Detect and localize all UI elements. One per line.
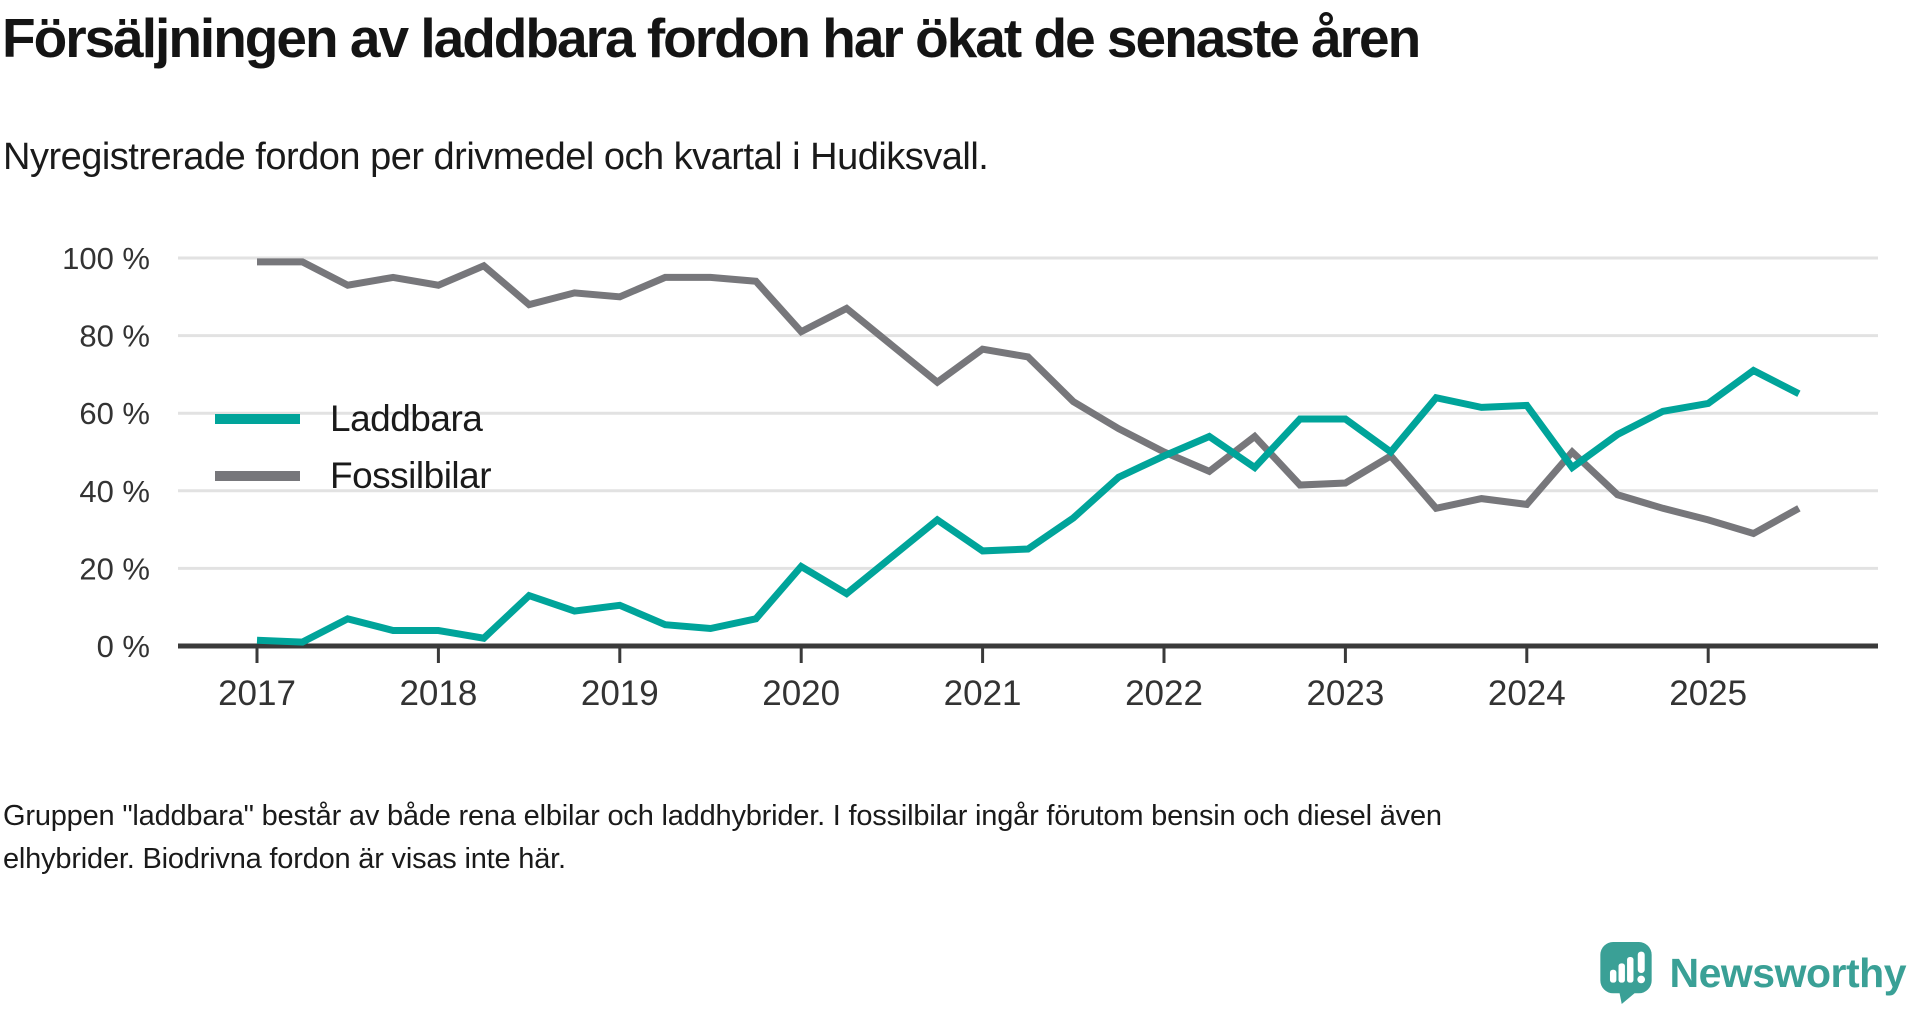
- x-axis-tick-label: 2018: [399, 674, 477, 713]
- chart-subtitle: Nyregistrerade fordon per drivmedel och …: [3, 136, 989, 178]
- series-line-laddbara: [256, 366, 1801, 646]
- y-axis-tick-label: 20 %: [79, 551, 150, 586]
- footnote-line-1: Gruppen "laddbara" består av både rena e…: [3, 800, 1442, 832]
- legend-label: Fossilbilar: [330, 455, 492, 496]
- page-title: Försäljningen av laddbara fordon har öka…: [2, 7, 1421, 69]
- legend-label: Laddbara: [330, 398, 483, 439]
- y-axis-tick-label: 60 %: [79, 396, 150, 431]
- y-axis-tick-label: 0 %: [97, 629, 150, 664]
- x-axis-tick-label: 2025: [1669, 674, 1747, 713]
- x-axis-tick-label: 2020: [762, 674, 840, 713]
- legend-item-fossilbilar: Fossilbilar: [215, 455, 492, 496]
- newsworthy-logo: Newsworthy: [1599, 942, 1907, 1004]
- series-line-fossilbilar: [257, 258, 1801, 538]
- laddbara-line-swatch: [215, 414, 300, 424]
- footnote-line-2: elhybrider. Biodrivna fordon är visas in…: [3, 843, 566, 875]
- chart-legend: Laddbara Fossilbilar: [215, 398, 492, 496]
- newsworthy-logo-text: Newsworthy: [1669, 949, 1907, 996]
- x-axis-tick-label: 2021: [944, 674, 1022, 713]
- y-axis-tick-label: 80 %: [79, 319, 150, 354]
- fossilbilar-line-swatch: [215, 471, 300, 481]
- y-axis-tick-label: 100 %: [62, 241, 150, 276]
- x-axis-tick-label: 2023: [1306, 674, 1384, 713]
- legend-item-laddbara: Laddbara: [215, 398, 491, 439]
- x-axis-tick-label: 2022: [1125, 674, 1203, 713]
- x-axis-tick-label: 2017: [218, 674, 296, 713]
- x-axis-tick-label: 2024: [1488, 674, 1566, 713]
- x-axis-tick-label: 2019: [581, 674, 659, 713]
- y-axis-tick-label: 40 %: [79, 474, 150, 509]
- newsworthy-logo-icon: [1599, 942, 1652, 1004]
- chart-footnote: Gruppen "laddbara" består av både rena e…: [3, 795, 1883, 881]
